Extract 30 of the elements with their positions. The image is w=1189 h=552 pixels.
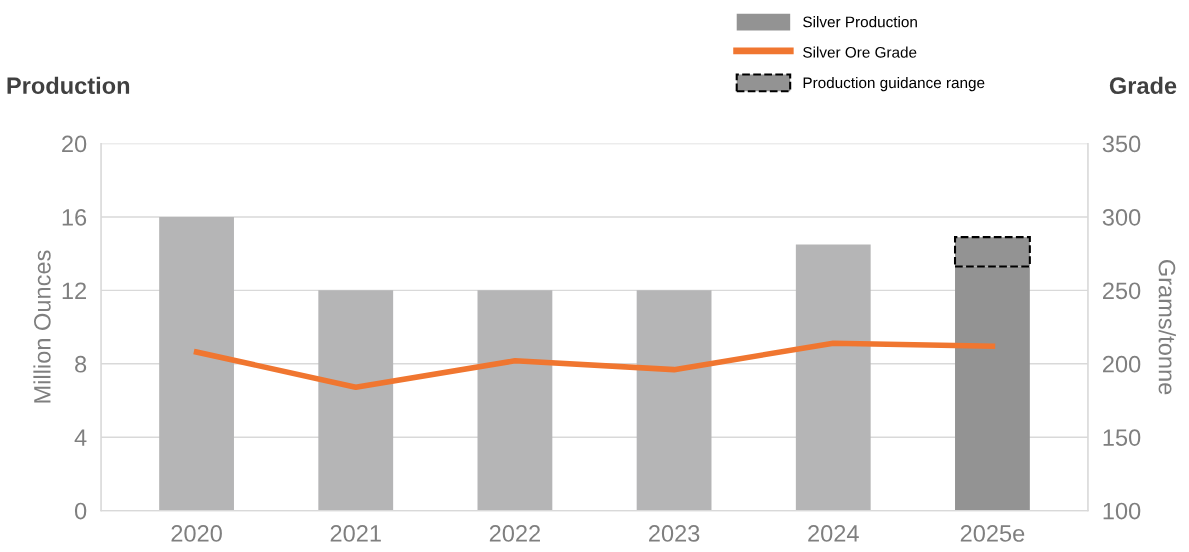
x-tick-label: 2022 — [489, 525, 540, 542]
y2-tick-label: 250 — [1103, 282, 1141, 300]
y-tick-label: 4 — [74, 429, 87, 446]
y2-tick-label: 200 — [1103, 355, 1141, 373]
bar — [477, 290, 553, 511]
y2-tick-label: 350 — [1102, 135, 1141, 153]
x-tick-label: 2025e — [960, 525, 1025, 542]
y-tick-label: 8 — [75, 355, 87, 373]
bar — [159, 216, 234, 511]
legend-label: Silver Production — [803, 16, 917, 28]
x-tick-label: 2021 — [330, 525, 381, 542]
x-tick-label: 2020 — [171, 525, 222, 542]
y-tick-label: 16 — [62, 209, 87, 226]
y-axis-title: Million Ounces — [33, 250, 51, 403]
bar — [636, 290, 712, 511]
x-tick-label: 2023 — [649, 525, 700, 542]
bar — [795, 244, 871, 511]
bar — [318, 290, 394, 511]
text: Production — [7, 76, 130, 95]
legend-label: Production guidance range — [803, 76, 985, 92]
y2-tick-label: 300 — [1102, 209, 1141, 226]
y-tick-label: 12 — [62, 282, 86, 299]
x-tick-label: 2024 — [808, 525, 859, 542]
text: Grade — [1109, 76, 1177, 95]
y2-tick-label: 100 — [1103, 502, 1141, 520]
y2-tick-label: 150 — [1103, 429, 1141, 446]
legend-label: Silver Ore Grade — [803, 46, 917, 58]
y-tick-label: 20 — [62, 135, 87, 153]
y2-axis-title: Grams/tonne — [1158, 260, 1176, 395]
y-tick-label: 0 — [74, 502, 87, 520]
